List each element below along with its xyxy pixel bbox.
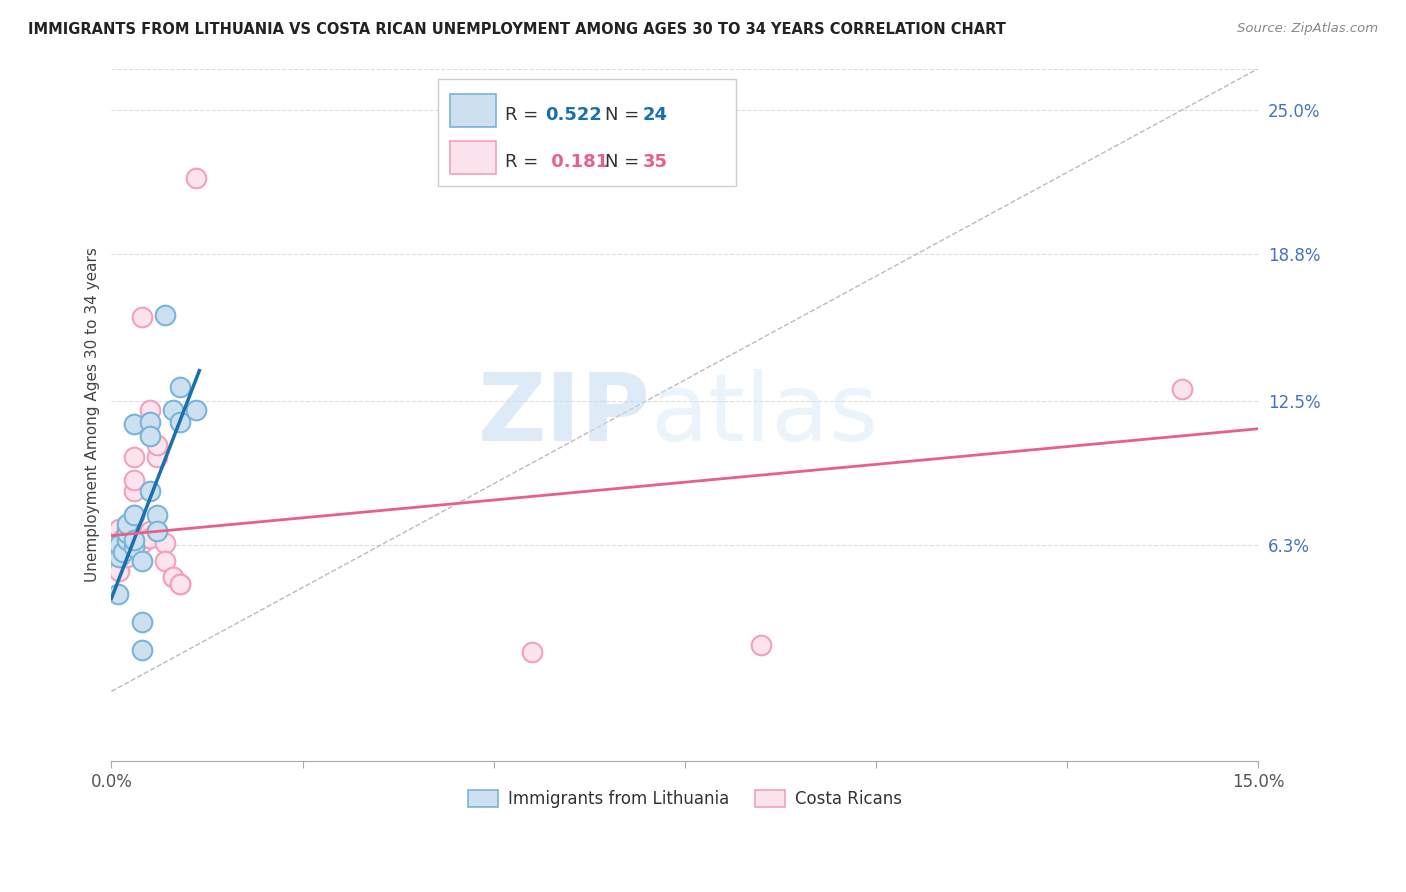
Point <box>115 526 138 541</box>
Point <box>131 531 153 545</box>
Point <box>146 450 169 464</box>
Point <box>520 645 543 659</box>
Text: R =: R = <box>505 106 544 124</box>
Point <box>124 417 146 431</box>
Text: 24: 24 <box>643 106 668 124</box>
Point <box>169 577 191 591</box>
Point <box>138 415 160 429</box>
Point <box>115 516 138 531</box>
Point <box>108 526 131 541</box>
Point <box>162 570 184 584</box>
Point <box>169 415 191 429</box>
Point <box>138 428 160 442</box>
Y-axis label: Unemployment Among Ages 30 to 34 years: Unemployment Among Ages 30 to 34 years <box>86 247 100 582</box>
Point <box>146 524 169 538</box>
Point <box>749 638 772 652</box>
Point <box>108 549 131 564</box>
Point <box>124 450 146 464</box>
Text: N =: N = <box>605 153 644 171</box>
FancyBboxPatch shape <box>439 78 737 186</box>
Point <box>184 403 207 417</box>
Point <box>124 541 146 555</box>
Point <box>124 531 146 545</box>
Point <box>1171 382 1194 396</box>
Point <box>131 615 153 629</box>
Point <box>146 438 169 452</box>
Point <box>184 170 207 185</box>
Text: Source: ZipAtlas.com: Source: ZipAtlas.com <box>1237 22 1378 36</box>
Point <box>111 545 134 559</box>
Point <box>131 310 153 325</box>
Point <box>124 533 146 548</box>
Point <box>169 577 191 591</box>
Point <box>138 484 160 499</box>
Text: 0.181: 0.181 <box>546 153 609 171</box>
Point <box>104 538 127 552</box>
Point <box>115 549 138 564</box>
Point <box>108 522 131 536</box>
Point <box>131 535 153 549</box>
Text: R =: R = <box>505 153 544 171</box>
Point <box>107 587 129 601</box>
Point <box>138 403 160 417</box>
Point <box>138 531 160 545</box>
Point <box>146 508 169 522</box>
Point <box>115 526 138 541</box>
Text: IMMIGRANTS FROM LITHUANIA VS COSTA RICAN UNEMPLOYMENT AMONG AGES 30 TO 34 YEARS : IMMIGRANTS FROM LITHUANIA VS COSTA RICAN… <box>28 22 1007 37</box>
Point <box>124 508 146 522</box>
Point <box>153 308 176 322</box>
FancyBboxPatch shape <box>450 141 496 174</box>
Text: N =: N = <box>605 106 644 124</box>
Point <box>124 473 146 487</box>
Point <box>153 554 176 568</box>
Point <box>124 524 146 538</box>
Legend: Immigrants from Lithuania, Costa Ricans: Immigrants from Lithuania, Costa Ricans <box>461 783 908 815</box>
Text: atlas: atlas <box>651 368 879 461</box>
Point <box>111 531 134 545</box>
Point <box>162 570 184 584</box>
Point <box>131 554 153 568</box>
Point <box>131 642 153 657</box>
Point <box>115 535 138 549</box>
Point <box>115 522 138 536</box>
Point <box>115 533 138 548</box>
Text: 0.522: 0.522 <box>546 106 602 124</box>
Point <box>108 564 131 578</box>
Point <box>108 549 131 564</box>
Point <box>146 524 169 538</box>
Point <box>124 508 146 522</box>
Text: 35: 35 <box>643 153 668 171</box>
Point <box>138 524 160 538</box>
Point <box>162 403 184 417</box>
FancyBboxPatch shape <box>450 95 496 128</box>
Point <box>153 535 176 549</box>
Point <box>108 538 131 552</box>
Point <box>169 380 191 394</box>
Point <box>124 484 146 499</box>
Text: ZIP: ZIP <box>478 368 651 461</box>
